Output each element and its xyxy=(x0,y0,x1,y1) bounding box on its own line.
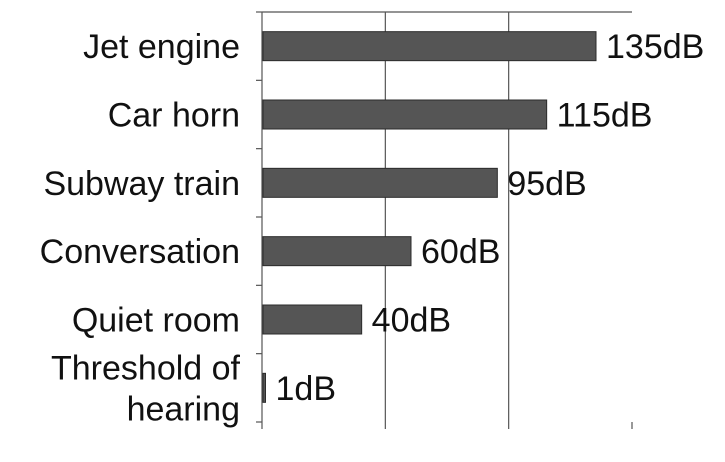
bar-subway-train xyxy=(262,167,498,198)
grid-layer xyxy=(384,12,510,422)
bar-quiet-room xyxy=(262,304,363,335)
value-label-subway-train: 95dB xyxy=(507,165,586,203)
category-label-threshold-of-hearing: Threshold of hearing xyxy=(51,349,241,428)
bar-car-horn xyxy=(262,99,548,130)
value-label-jet-engine: 135dB xyxy=(606,28,704,66)
category-label-subway-train: Subway train xyxy=(43,165,240,203)
bar-jet-engine xyxy=(262,31,597,62)
category-label-jet-engine: Jet engine xyxy=(83,28,240,66)
bar-layer xyxy=(262,31,597,403)
label-layer: 135dB Jet engine 115dB Car horn 95dB Subway t… xyxy=(40,28,705,428)
value-label-quiet-room: 40dB xyxy=(372,302,451,340)
bar-threshold-of-hearing xyxy=(262,372,266,403)
bar-conversation xyxy=(262,236,412,267)
axis-layer xyxy=(256,11,633,429)
value-label-conversation: 60dB xyxy=(421,233,500,271)
category-label-conversation: Conversation xyxy=(40,233,240,271)
category-label-car-horn: Car horn xyxy=(108,97,240,135)
value-label-car-horn: 115dB xyxy=(557,97,653,135)
value-label-threshold-of-hearing: 1dB xyxy=(276,370,337,408)
category-label-quiet-room: Quiet room xyxy=(72,302,240,340)
